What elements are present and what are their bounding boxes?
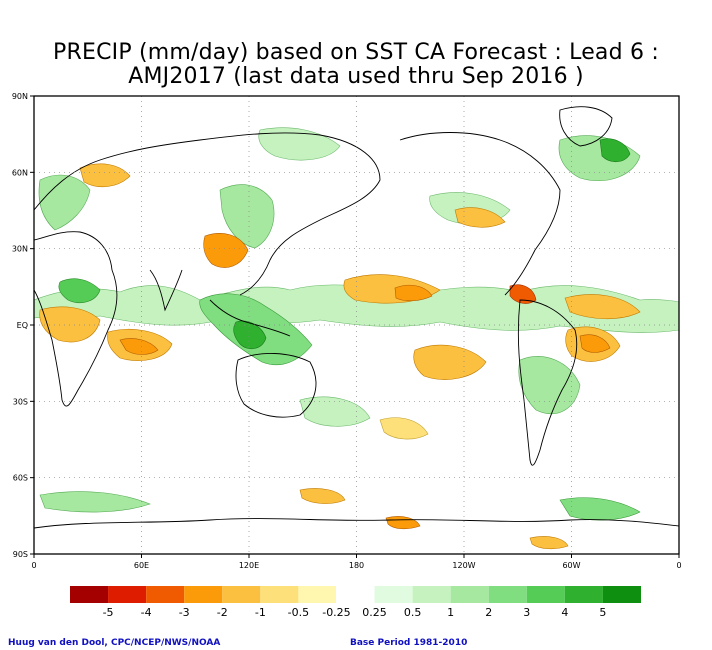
precip-anomaly-fields <box>34 106 679 550</box>
legend-swatch <box>222 586 261 603</box>
legend-label: -4 <box>141 606 152 619</box>
legend-label: -0.5 <box>288 606 309 619</box>
lon-tick-label: 180 <box>349 561 364 570</box>
legend-swatch <box>602 586 641 603</box>
lat-tick-label: 60S <box>13 474 28 483</box>
legend-swatch <box>374 586 413 603</box>
lon-tick-label: 0 <box>31 561 36 570</box>
negative-anomaly-regions <box>39 163 641 550</box>
legend-swatch <box>450 586 489 603</box>
lon-tick-label: 120E <box>239 561 259 570</box>
legend-label: 0.5 <box>404 606 422 619</box>
legend-swatch <box>412 586 451 603</box>
lat-tick-label: 30S <box>13 397 28 406</box>
legend-label: -5 <box>103 606 114 619</box>
footer-credit: Huug van den Dool, CPC/NCEP/NWS/NOAA <box>8 638 221 648</box>
footer-base-period: Base Period 1981-2010 <box>350 638 468 648</box>
lat-tick-label: 30N <box>12 245 28 254</box>
legend-label: -2 <box>217 606 228 619</box>
legend-swatch <box>184 586 223 603</box>
chart-title-line-2: AMJ2017 (last data used thru Sep 2016 ) <box>128 64 584 89</box>
legend-swatch <box>70 586 109 603</box>
legend-label: 1 <box>447 606 454 619</box>
legend-swatch <box>298 586 337 603</box>
legend-swatch <box>335 585 376 604</box>
lon-tick-label: 120W <box>452 561 475 570</box>
legend-swatch <box>108 586 147 603</box>
lat-tick-label: 60N <box>12 168 28 177</box>
legend-label: 3 <box>523 606 530 619</box>
legend-label: 5 <box>599 606 606 619</box>
lat-tick-label: EQ <box>17 321 28 330</box>
legend-swatch <box>526 586 565 603</box>
positive-anomaly-regions <box>34 127 679 521</box>
legend-swatch <box>488 586 527 603</box>
legend-label: -3 <box>179 606 190 619</box>
legend-label: -1 <box>255 606 266 619</box>
lon-tick-label: 60E <box>134 561 149 570</box>
color-legend: -5 -4 -3 -2 -1 -0.5 -0.25 0.25 0.5 1 2 3 4 5 <box>70 585 641 619</box>
chart-title-line-1: PRECIP (mm/day) based on SST CA Forecast… <box>53 40 659 65</box>
legend-label: 4 <box>561 606 568 619</box>
legend-label: 0.25 <box>362 606 387 619</box>
legend-swatch <box>146 586 185 603</box>
legend-label: 2 <box>485 606 492 619</box>
lon-tick-label: 60W <box>562 561 580 570</box>
legend-swatch <box>564 586 603 603</box>
lon-tick-label: 0 <box>676 561 681 570</box>
longitude-axis: 0 60E 120E 180 120W 60W 0 <box>31 554 682 570</box>
lat-tick-label: 90S <box>13 550 28 559</box>
latitude-axis: 90N 60N 30N EQ 30S 60S 90S <box>12 92 34 559</box>
coastlines <box>34 106 679 529</box>
lat-tick-label: 90N <box>12 92 28 101</box>
legend-swatch <box>260 586 299 603</box>
legend-label: -0.25 <box>322 606 350 619</box>
